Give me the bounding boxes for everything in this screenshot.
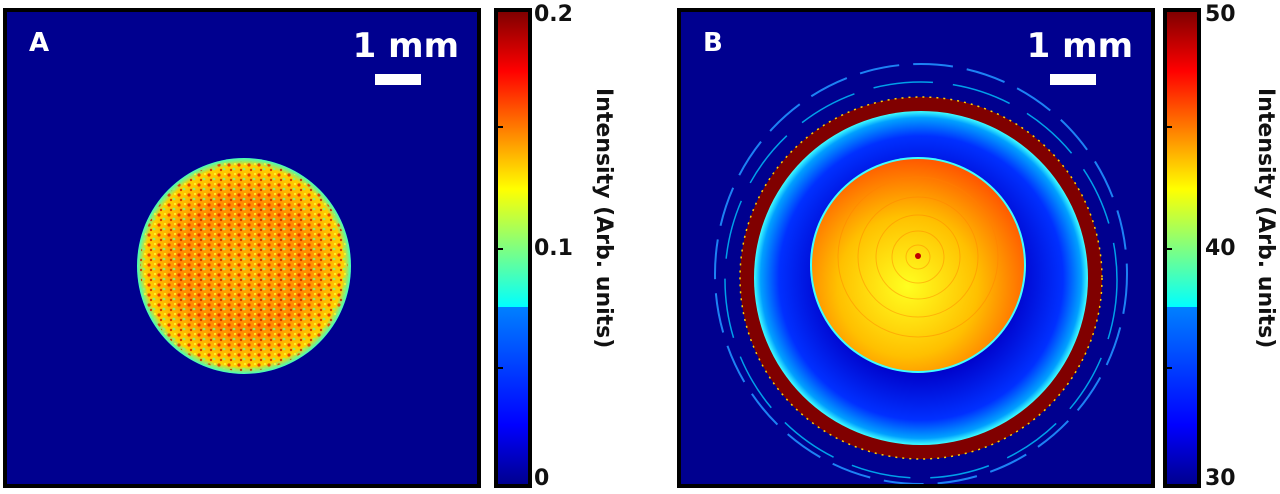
panel-b-heatmap: B 1 mm xyxy=(677,8,1155,488)
cbar-b-tick-mid: 40 xyxy=(1205,236,1236,261)
cbar-b-tickmark xyxy=(1167,248,1172,250)
panel-b-scale-bar xyxy=(1050,74,1096,85)
panel-a-scale-label: 1 mm xyxy=(352,26,459,66)
panel-a-image xyxy=(137,158,351,374)
cbar-a-tickmark xyxy=(498,367,503,369)
cbar-a-tickmark xyxy=(498,248,503,250)
cbar-a-tick-mid: 0.1 xyxy=(534,236,573,261)
cbar-a-tickmark xyxy=(498,126,503,128)
panel-b-colorbar xyxy=(1163,8,1201,488)
cbar-b-tick-top: 50 xyxy=(1205,2,1236,27)
cbar-b-tickmark xyxy=(1167,126,1172,128)
cbar-b-label: Intensity (Arb. units) xyxy=(1253,88,1278,349)
cbar-b-tickmark xyxy=(1167,367,1172,369)
cbar-a-tick-top: 0.2 xyxy=(534,2,573,27)
cbar-a-tick-bottom: 0 xyxy=(534,466,550,491)
panel-a-heatmap: A 1 mm xyxy=(3,8,481,488)
panel-b-scale-label: 1 mm xyxy=(1026,26,1133,66)
panel-a-label: A xyxy=(29,28,50,58)
cbar-a-label: Intensity (Arb. units) xyxy=(591,88,616,349)
panel-b-image xyxy=(714,63,1128,484)
panel-b-label: B xyxy=(703,28,723,58)
panel-a-scale-bar xyxy=(375,74,421,85)
cbar-b-tick-bottom: 30 xyxy=(1205,466,1236,491)
